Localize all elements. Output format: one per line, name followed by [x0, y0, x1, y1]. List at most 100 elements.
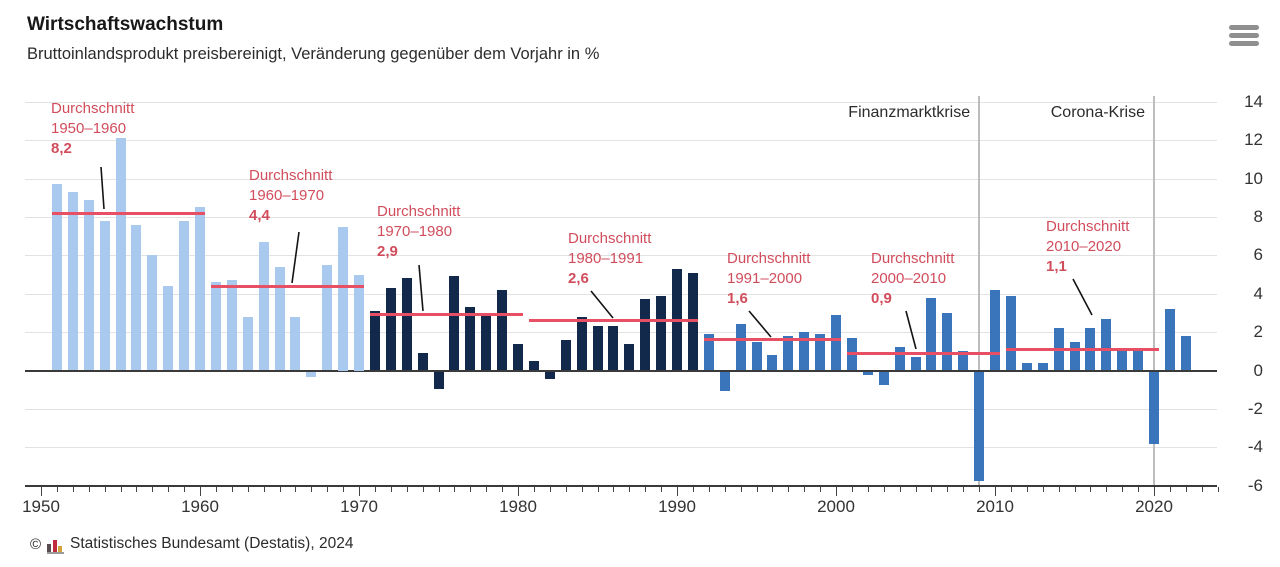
annotation-value: 1,1: [1046, 258, 1067, 275]
bar-2022[interactable]: [1180, 335, 1191, 371]
bar-1992[interactable]: [703, 334, 714, 371]
bar-2007[interactable]: [942, 312, 953, 371]
bar-2002[interactable]: [862, 371, 873, 376]
bar-1966[interactable]: [290, 316, 301, 371]
bar-1975[interactable]: [433, 371, 444, 389]
bar-1952[interactable]: [67, 191, 78, 371]
bar-1998[interactable]: [799, 332, 810, 371]
bar-1984[interactable]: [576, 316, 587, 371]
source-text: Statistisches Bundesamt (Destatis), 2024: [70, 535, 354, 552]
bar-2021[interactable]: [1164, 309, 1175, 371]
bar-1967[interactable]: [306, 371, 317, 378]
bar-2006[interactable]: [926, 297, 937, 371]
bar-1978[interactable]: [481, 312, 492, 371]
bar-1955[interactable]: [115, 138, 126, 371]
bar-1988[interactable]: [640, 299, 651, 371]
bar-2008[interactable]: [958, 351, 969, 371]
bar-1968[interactable]: [322, 264, 333, 371]
average-annotation: Durchschnitt 1991–2000 1,6: [727, 249, 810, 309]
x-tick: [1058, 487, 1060, 492]
bar-1976[interactable]: [449, 276, 460, 371]
bar-1981[interactable]: [528, 360, 539, 371]
chart-subtitle: Bruttoinlandsprodukt preisbereinigt, Ver…: [27, 45, 600, 63]
bar-2004[interactable]: [894, 347, 905, 371]
x-tick: [343, 487, 345, 492]
bar-2013[interactable]: [1037, 362, 1048, 371]
y-axis-label: 2: [1253, 322, 1263, 342]
bar-2018[interactable]: [1117, 351, 1128, 371]
bar-1954[interactable]: [99, 220, 110, 371]
x-tick: [247, 487, 249, 492]
bar-2005[interactable]: [910, 357, 921, 371]
bar-1973[interactable]: [401, 278, 412, 371]
bar-2017[interactable]: [1101, 318, 1112, 371]
gridline: [25, 101, 1217, 103]
bar-1957[interactable]: [147, 255, 158, 371]
bar-1996[interactable]: [767, 355, 778, 371]
bar-1969[interactable]: [338, 226, 349, 371]
bar-1961[interactable]: [210, 282, 221, 371]
average-annotation: Durchschnitt 1960–1970 4,4: [249, 166, 332, 226]
bar-1987[interactable]: [624, 343, 635, 371]
bar-2015[interactable]: [1069, 341, 1080, 371]
bar-1994[interactable]: [735, 324, 746, 371]
bar-2000[interactable]: [831, 314, 841, 371]
x-tick: [215, 487, 217, 492]
copyright-symbol: ©: [30, 536, 42, 553]
bar-1965[interactable]: [274, 266, 285, 371]
bar-1951[interactable]: [51, 184, 62, 371]
bar-2020[interactable]: [1149, 371, 1159, 445]
x-tick: [772, 487, 774, 492]
bar-1980[interactable]: [513, 343, 523, 371]
bar-2012[interactable]: [1021, 362, 1032, 371]
bar-2003[interactable]: [878, 371, 889, 385]
bar-1960[interactable]: [195, 207, 205, 371]
x-axis-label: 2020: [1135, 497, 1173, 516]
bar-2011[interactable]: [1005, 295, 1016, 371]
bar-1962[interactable]: [226, 280, 237, 371]
x-tick: [1138, 487, 1140, 492]
bar-1977[interactable]: [465, 307, 476, 371]
x-tick: [502, 487, 504, 492]
bar-1995[interactable]: [751, 341, 762, 371]
x-axis-label: 2010: [976, 497, 1014, 516]
x-tick: [963, 487, 965, 492]
x-tick: [311, 487, 313, 492]
bar-1963[interactable]: [242, 316, 253, 371]
bar-1997[interactable]: [783, 335, 794, 371]
x-tick: [995, 487, 996, 496]
bar-1985[interactable]: [592, 326, 603, 371]
x-tick: [1169, 487, 1171, 492]
bar-1983[interactable]: [560, 339, 571, 371]
bar-1993[interactable]: [719, 371, 730, 391]
bar-1982[interactable]: [544, 371, 555, 380]
bar-1958[interactable]: [163, 286, 174, 371]
bar-1989[interactable]: [656, 295, 667, 371]
x-tick: [470, 487, 472, 492]
bar-1971[interactable]: [369, 310, 380, 371]
bar-1999[interactable]: [815, 334, 826, 371]
bar-2009[interactable]: [974, 371, 985, 481]
average-line-2000–2010: [847, 351, 1000, 355]
bar-1974[interactable]: [417, 353, 428, 371]
bar-1972[interactable]: [385, 287, 396, 371]
x-axis-label: 1980: [499, 497, 537, 516]
hamburger-icon: [1229, 33, 1259, 38]
bar-1964[interactable]: [258, 241, 269, 371]
y-axis-label: 12: [1244, 130, 1263, 150]
annotation-connector-line: [905, 310, 917, 350]
x-tick: [279, 487, 281, 492]
bar-2010[interactable]: [990, 289, 1000, 371]
bar-1979[interactable]: [497, 289, 508, 371]
menu-button[interactable]: [1229, 25, 1260, 49]
bar-1959[interactable]: [179, 220, 190, 371]
event-label: Corona-Krise: [1050, 104, 1145, 121]
bar-1953[interactable]: [83, 199, 94, 371]
bar-2019[interactable]: [1133, 349, 1144, 371]
y-axis-label: -2: [1247, 398, 1263, 418]
bar-1956[interactable]: [131, 224, 142, 371]
average-line-1970–1980: [370, 313, 523, 317]
x-tick: [184, 487, 186, 492]
bar-1970[interactable]: [354, 274, 364, 371]
bar-1986[interactable]: [608, 326, 619, 371]
